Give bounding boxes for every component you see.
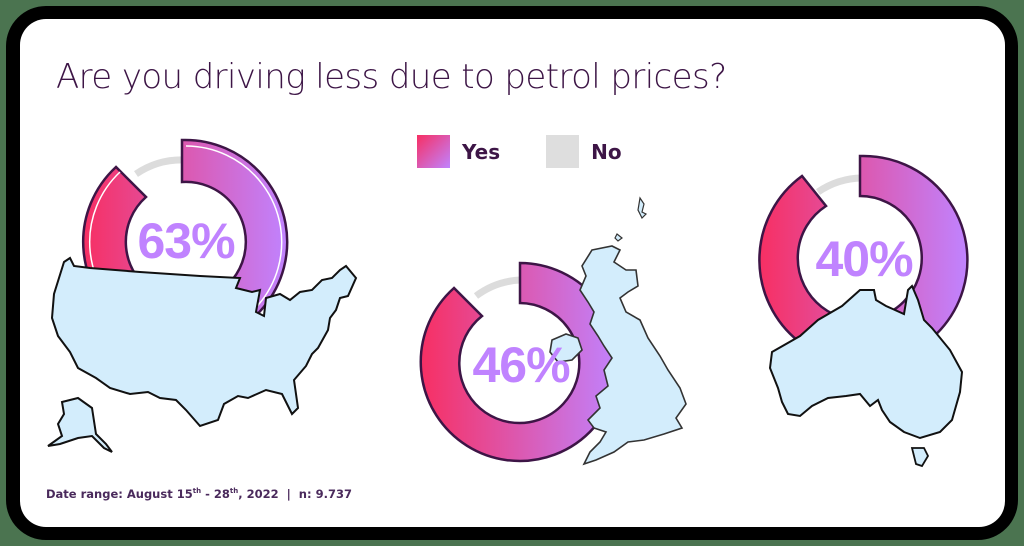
australia-percent: 40% <box>815 231 913 287</box>
australia-group <box>758 154 969 468</box>
usa-group <box>47 138 358 453</box>
uk-group <box>419 196 687 466</box>
separator: | <box>286 487 291 501</box>
ordinal-2: th <box>229 487 239 496</box>
ordinal-1: th <box>192 487 202 496</box>
chart-title: Are you driving less due to petrol price… <box>56 57 727 97</box>
tasmania-map <box>910 447 930 468</box>
yes-swatch <box>417 135 450 168</box>
legend-item-yes: Yes <box>417 135 500 168</box>
orkney-map <box>614 233 623 242</box>
usa-percent: 63% <box>137 213 235 269</box>
usa-map <box>50 256 358 428</box>
legend-label-no: No <box>591 139 622 164</box>
alaska-map <box>47 396 113 453</box>
infographic-card: Are you driving less due to petrol price… <box>20 19 1005 527</box>
legend-item-no: No <box>546 135 622 168</box>
legend: Yes No <box>417 135 668 168</box>
date-suffix: , 2022 <box>238 487 279 501</box>
footnote: Date range: August 15th - 28th, 2022 | n: … <box>46 487 352 501</box>
chart-graphics <box>47 138 969 468</box>
shetland-map <box>637 196 648 220</box>
uk-percent: 46% <box>472 337 570 393</box>
uk-map <box>579 245 687 466</box>
northern-ireland-map <box>549 333 583 363</box>
legend-label-yes: Yes <box>462 139 501 164</box>
date-mid: - 28 <box>201 487 230 501</box>
no-swatch <box>546 135 580 168</box>
date-prefix: Date range: August 15 <box>46 487 193 501</box>
australia-map <box>768 284 964 440</box>
sample-size: n: 9.737 <box>298 487 352 501</box>
